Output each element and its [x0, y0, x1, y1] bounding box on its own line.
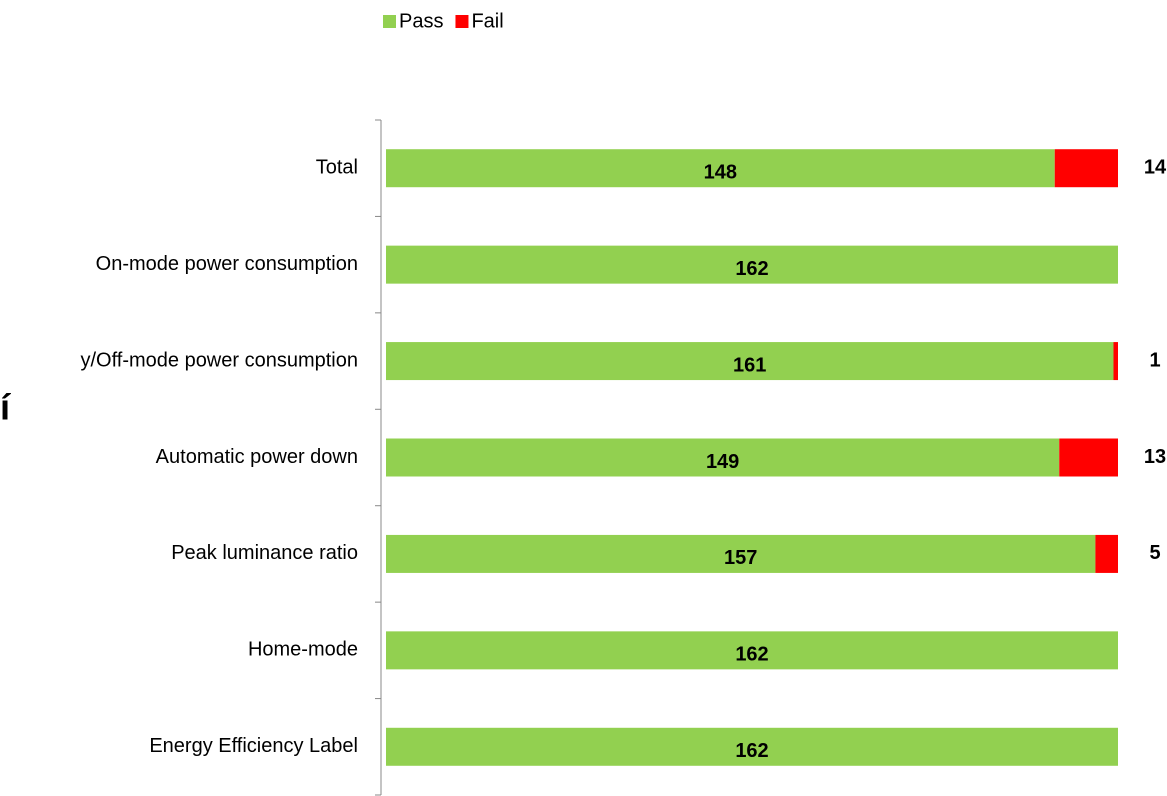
category-label: On-mode power consumption — [96, 253, 358, 275]
bar-segment — [386, 438, 1060, 477]
category-label: Energy Efficiency Label — [149, 735, 358, 757]
value-label: 157 — [724, 547, 757, 569]
category-label: Peak luminance ratio — [171, 542, 358, 564]
category-label: Home-mode — [248, 639, 358, 661]
value-label: 5 — [1149, 542, 1160, 564]
annotation: í — [0, 387, 11, 428]
bar-segment — [1095, 534, 1118, 573]
category-label: y/Off-mode power consumption — [80, 349, 358, 371]
legend-swatch — [455, 15, 469, 28]
bar-segment — [386, 245, 1118, 284]
bar-segment — [386, 534, 1096, 573]
value-label: 162 — [735, 258, 768, 280]
value-label: 161 — [733, 354, 766, 376]
bar-segment — [1054, 149, 1118, 188]
bar-segment — [386, 342, 1114, 381]
category-label: Automatic power down — [156, 446, 358, 468]
value-label: 162 — [735, 740, 768, 762]
value-label: 13 — [1144, 446, 1166, 468]
legend-swatch — [383, 15, 396, 28]
legend-label: Pass — [399, 10, 443, 32]
bar-segment — [1059, 438, 1118, 477]
bar-segment — [386, 631, 1118, 670]
value-label: 1 — [1149, 349, 1160, 371]
value-label: 162 — [735, 644, 768, 666]
bar-segment — [386, 727, 1118, 766]
value-label: 14 — [1144, 156, 1167, 178]
value-label: 149 — [706, 451, 739, 473]
bar-segment — [386, 149, 1055, 188]
legend-label: Fail — [471, 10, 503, 32]
bar-segment — [1113, 342, 1118, 381]
category-label: Total — [316, 156, 358, 178]
value-label: 148 — [704, 161, 737, 183]
